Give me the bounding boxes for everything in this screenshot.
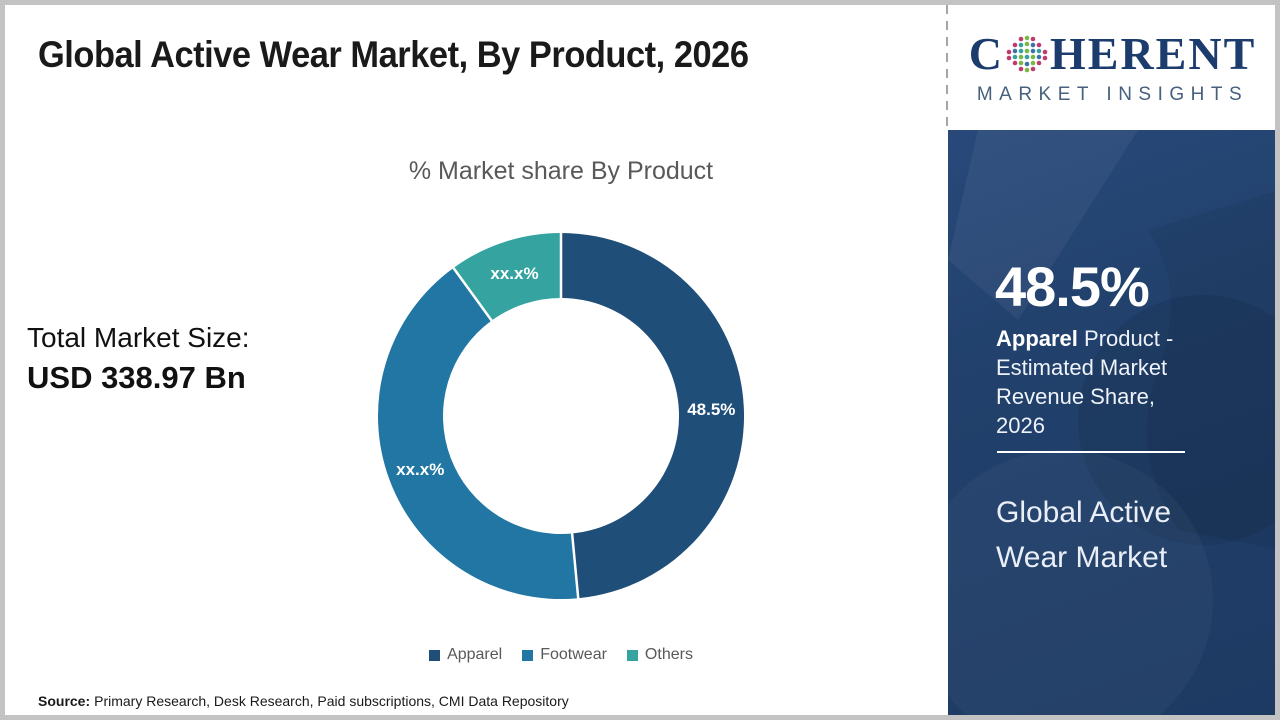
logo-subtitle: MARKET INSIGHTS (976, 83, 1249, 105)
sidebar-stat-value: 48.5% (995, 255, 1150, 318)
logo: C HERENT MARKET INSIGHTS (950, 0, 1275, 130)
sidebar-stat-description-rest: Product - Estimated Market Revenue Share… (996, 326, 1174, 438)
slice-separator (570, 532, 580, 600)
sidebar-market-title: Global Active Wear Market (996, 496, 1172, 574)
legend-label: Others (644, 646, 693, 663)
logo-letters-herent: HERENT (1049, 27, 1257, 79)
donut-slice-others (453, 233, 561, 321)
slice-label-others: xx.x% (490, 264, 538, 283)
dashed-separator (946, 5, 948, 130)
total-market-size-label: Total Market Size: (27, 322, 250, 353)
chart-legend: Apparel Footwear Others (376, 646, 746, 664)
source-text: Primary Research, Desk Research, Paid su… (94, 693, 569, 709)
sidebar-divider (997, 451, 1185, 453)
slice-separator (451, 266, 494, 323)
total-market-size: Total Market Size: USD 338.97 Bn (27, 322, 250, 396)
legend-swatch (626, 649, 638, 661)
legend-label: Apparel (447, 646, 503, 663)
slice-label-footwear: xx.x% (396, 460, 444, 479)
logo-wordmark: C HERENT (968, 27, 1257, 79)
donut-slice-apparel (561, 233, 745, 599)
legend-item-footwear: Footwear (522, 646, 607, 664)
chart-title: % Market share By Product (408, 157, 714, 185)
page-title: Global Active Wear Market, By Product, 2… (38, 34, 749, 75)
total-market-size-value: USD 338.97 Bn (27, 360, 246, 395)
legend-item-apparel: Apparel (429, 646, 502, 664)
sidebar-stat-segment-name: Apparel (996, 326, 1078, 351)
source-line: Source: Primary Research, Desk Research, … (38, 693, 569, 709)
legend-swatch (522, 649, 534, 661)
legend-item-others: Others (626, 646, 693, 664)
logo-letter-c: C (968, 27, 1004, 79)
donut-slice-footwear (378, 267, 579, 600)
world-map-decoration (948, 130, 1280, 550)
donut-chart: 48.5% xx.x% xx.x% (378, 232, 745, 600)
dotted-globe-icon (1006, 35, 1048, 72)
donut-chart-container: 48.5% xx.x% xx.x% (376, 231, 746, 601)
sidebar: 48.5% Apparel Product - Estimated Market… (948, 130, 1280, 720)
legend-label: Footwear (540, 646, 607, 663)
legend-swatch (429, 649, 441, 661)
source-prefix: Source: (38, 693, 91, 709)
sidebar-stat-description: Apparel Product - Estimated Market Reven… (996, 324, 1210, 440)
slice-label-apparel: 48.5% (687, 400, 735, 419)
